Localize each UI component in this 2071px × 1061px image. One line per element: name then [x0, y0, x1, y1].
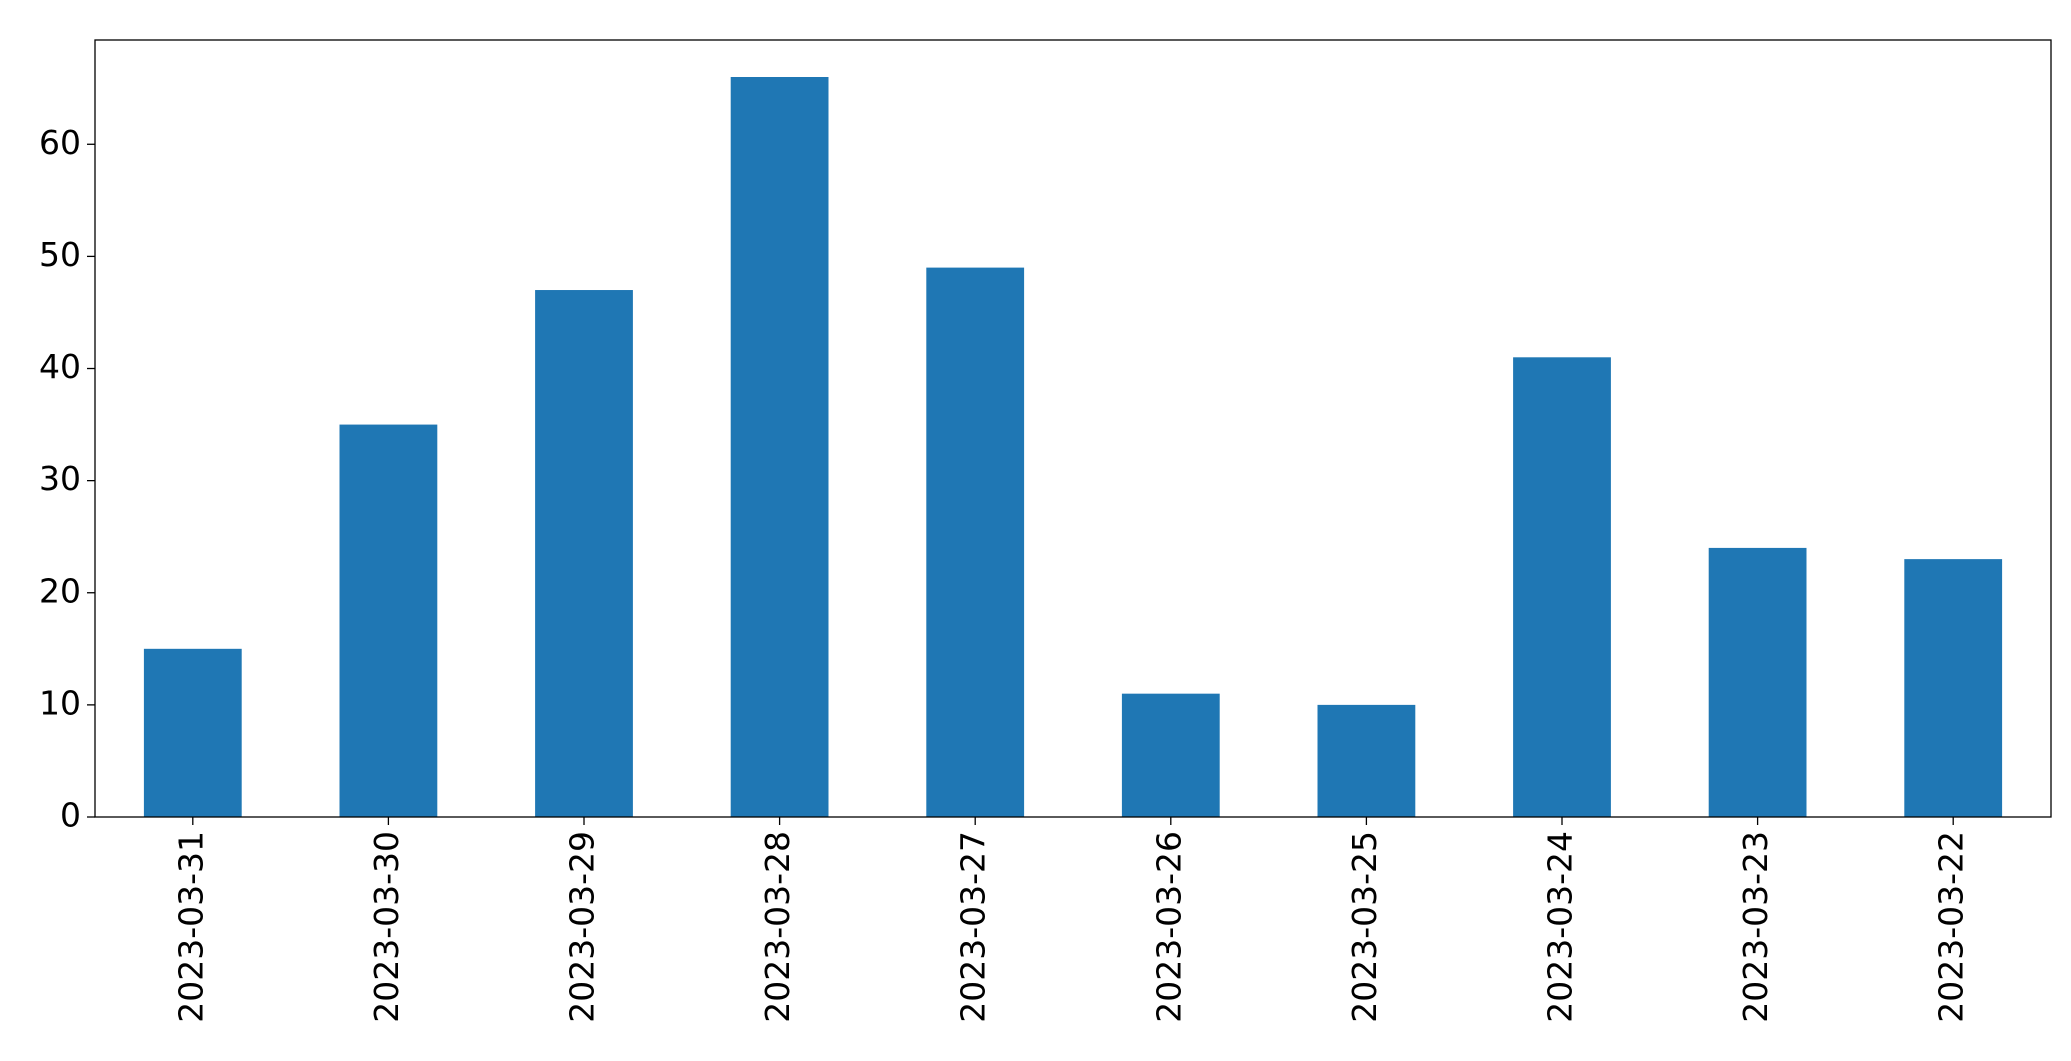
bar — [1904, 559, 2003, 817]
bar — [1317, 704, 1416, 817]
bar — [1708, 547, 1807, 817]
y-tick-label: 30 — [39, 459, 81, 498]
y-tick-label: 10 — [39, 683, 81, 722]
x-tick-label: 2023-03-26 — [1149, 831, 1188, 1023]
bar — [339, 424, 438, 817]
x-tick-label: 2023-03-28 — [758, 831, 797, 1023]
bar — [1513, 357, 1611, 817]
x-tick-label: 2023-03-24 — [1541, 831, 1580, 1023]
y-tick-label: 0 — [60, 796, 81, 835]
bar — [535, 290, 633, 818]
bar — [926, 267, 1025, 817]
x-tick-label: 2023-03-27 — [954, 831, 993, 1023]
x-tick-label: 2023-03-25 — [1345, 831, 1384, 1023]
x-tick-label: 2023-03-31 — [171, 831, 210, 1023]
y-tick-label: 20 — [39, 571, 81, 610]
y-tick-label: 60 — [39, 123, 81, 162]
bar — [1121, 693, 1220, 817]
x-tick-label: 2023-03-23 — [1736, 831, 1775, 1023]
y-tick-label: 40 — [39, 347, 81, 386]
x-tick-label: 2023-03-29 — [563, 831, 602, 1023]
y-tick-label: 50 — [39, 235, 81, 274]
plot-frame — [94, 39, 2052, 818]
x-tick-label: 2023-03-22 — [1932, 831, 1971, 1023]
bar — [143, 648, 242, 817]
bar — [730, 77, 829, 817]
x-tick-label: 2023-03-30 — [367, 831, 406, 1023]
